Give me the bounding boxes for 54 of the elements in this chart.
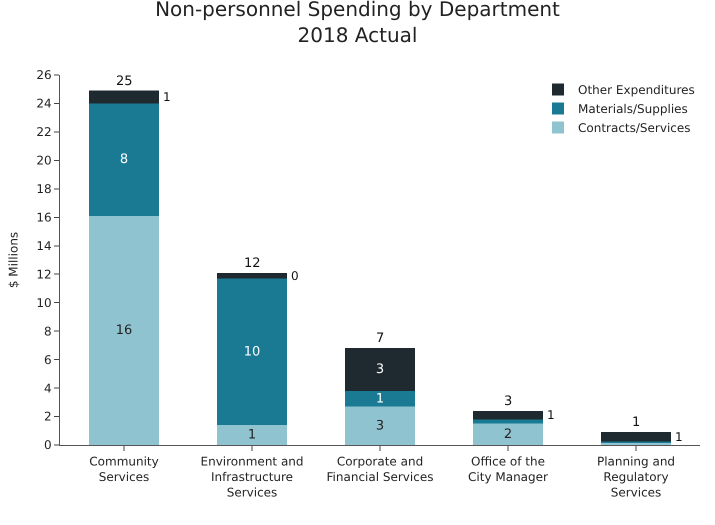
- bar: [600, 432, 672, 442]
- data-label: 3: [376, 418, 384, 434]
- data-label: 10: [244, 344, 260, 360]
- y-axis-title: $ Millions: [6, 232, 21, 288]
- data-label: 16: [116, 322, 132, 338]
- x-tick-label: Planning and Regulatory Services: [596, 454, 676, 500]
- y-tick-label: 24: [36, 96, 52, 111]
- y-tick-label: 14: [36, 238, 52, 253]
- bar: [472, 419, 544, 424]
- bar: [216, 272, 288, 278]
- y-tick-label: 6: [44, 352, 52, 367]
- y-tick-label: 0: [44, 438, 52, 452]
- data-label: 0: [291, 269, 299, 283]
- data-label: 1: [248, 428, 256, 443]
- y-tick-label: 8: [44, 324, 52, 338]
- bar: [216, 278, 288, 426]
- y-tick-label: 26: [36, 68, 52, 82]
- total-label: 1: [632, 415, 640, 430]
- bar: [344, 348, 416, 391]
- bar: [88, 216, 160, 445]
- data-label: 1: [163, 90, 171, 104]
- y-tick-label: 18: [36, 182, 52, 196]
- bar: [472, 410, 544, 420]
- x-tick-label: Corporate and Financial Services: [326, 454, 434, 484]
- legend-label: Contracts/Services: [578, 121, 691, 136]
- x-tick-label: Office of the City Manager: [468, 454, 548, 484]
- legend-label: Other Expenditures: [578, 83, 695, 98]
- bar: [88, 103, 160, 216]
- x-tick-label: Community Services: [89, 454, 159, 484]
- bar: [344, 390, 416, 407]
- y-tick-label: 2: [44, 410, 52, 424]
- total-label: 3: [504, 394, 512, 409]
- bar: [344, 406, 416, 445]
- legend-label: Materials/Supplies: [578, 102, 688, 116]
- total-label: 7: [376, 331, 384, 346]
- data-label: 1: [547, 408, 555, 422]
- data-label: 8: [120, 152, 128, 168]
- y-tick-label: 4: [44, 381, 52, 396]
- data-label: 1: [376, 391, 384, 406]
- y-tick-label: 10: [36, 296, 52, 310]
- y-tick-label: 12: [36, 267, 52, 282]
- bar: [216, 425, 288, 445]
- data-label: 3: [376, 362, 384, 378]
- bar: [472, 424, 544, 445]
- x-tick-label: Environment and Infrastructure Services: [200, 454, 304, 500]
- data-label: 1: [675, 430, 683, 444]
- bar: [88, 90, 160, 104]
- chart-title: Non-personnel Spending by Department 2018 Actual: [155, 0, 560, 47]
- total-label: 12: [244, 256, 261, 271]
- y-tick-label: 22: [36, 125, 52, 140]
- y-tick-label: 16: [36, 210, 52, 225]
- total-label: 25: [116, 74, 133, 89]
- y-tick-label: 20: [36, 154, 52, 168]
- data-label: 2: [504, 426, 512, 442]
